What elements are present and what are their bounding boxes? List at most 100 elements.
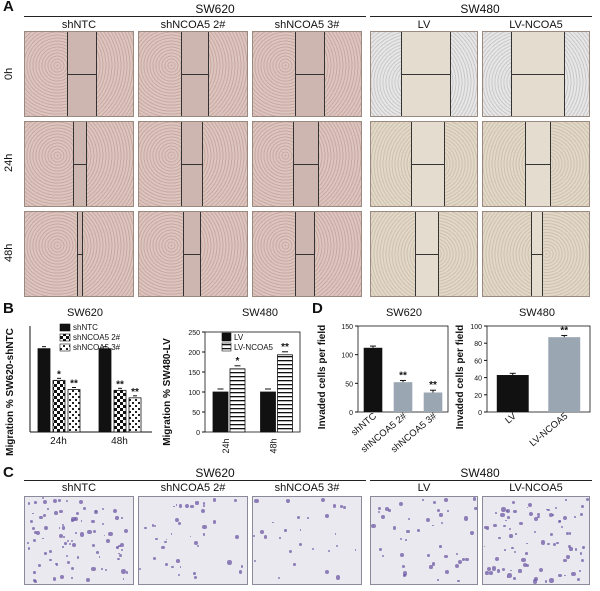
stained-cell [59, 509, 63, 514]
panel-a-col-shncoa5-3: shNCOA5 3# [274, 19, 340, 31]
stained-cell [565, 499, 567, 501]
chart-b-sw480-legend-swatch [221, 332, 232, 342]
stained-cell [235, 534, 239, 539]
stained-cell [91, 566, 96, 572]
stained-cell [568, 545, 572, 548]
chart-d-sw620-y-tick: 100 [341, 353, 353, 360]
stained-cell [165, 562, 169, 566]
stained-cell [152, 556, 156, 560]
stained-cell [115, 516, 119, 520]
stained-cell [32, 578, 36, 582]
stained-cell [212, 498, 217, 502]
stained-cell [457, 559, 462, 564]
stained-cell [402, 571, 407, 576]
stained-cell [513, 550, 516, 553]
stained-cell [189, 535, 192, 538]
stained-cell [63, 536, 66, 538]
panel-a-col-shncoa5-2: shNCOA5 2# [160, 19, 226, 31]
stained-cell [288, 549, 293, 554]
stained-cell [400, 552, 404, 557]
stained-cell [184, 504, 189, 509]
stained-cell [343, 505, 346, 509]
stained-cell [263, 535, 268, 539]
stained-cell [33, 530, 38, 535]
stained-cell [296, 515, 300, 519]
stained-cell [30, 520, 34, 524]
invasion-image-sw620-shncoa5-2 [138, 496, 248, 585]
micrograph-sw480-lv-ncoa5-0h [482, 31, 590, 117]
stained-cell [65, 499, 68, 502]
micrograph-sw620-shncoa5-3-24h [252, 121, 362, 207]
chart-d-sw620-y-tick: 150 [341, 324, 353, 331]
stained-cell [151, 524, 154, 527]
panel-a-group-title-sw480: SW480 [460, 2, 500, 16]
stained-cell [534, 517, 539, 521]
stained-cell [42, 497, 45, 499]
micrograph-sw480-lv-ncoa5-24h [482, 121, 590, 207]
stained-cell [41, 537, 44, 540]
stained-cell [31, 526, 35, 530]
chart-b-sw480-y-tick: 150 [188, 370, 200, 377]
stained-cell [392, 526, 397, 530]
stained-cell [118, 552, 121, 555]
chart-d-sw480-y-tick: 40 [474, 376, 482, 383]
stained-cell [52, 499, 57, 504]
stained-cell [472, 497, 477, 502]
stained-cell [95, 551, 99, 555]
panel-letter-c: C [3, 464, 14, 481]
chart-d-sw620-sig-label: ** [399, 370, 407, 381]
stained-cell [123, 529, 128, 534]
stained-cell [117, 544, 121, 548]
stained-cell [144, 526, 147, 529]
stained-cell [378, 510, 381, 513]
stained-cell [474, 506, 477, 511]
stained-cell [408, 518, 411, 520]
chart-b-sw620-bar [37, 348, 51, 433]
chart-b-sw480-x-tick: 48h [269, 438, 279, 453]
chart-b-sw480-y-tick: 0 [196, 430, 200, 437]
stained-cell [87, 530, 92, 535]
micrograph-sw620-shncoa5-3-48h [252, 211, 362, 297]
stained-cell [401, 565, 405, 569]
chart-b-sw620-sig-label: ** [70, 379, 78, 390]
stained-cell [489, 571, 493, 575]
stained-cell [558, 519, 562, 523]
micrograph-sw480-lv-48h [370, 211, 478, 297]
stained-cell [119, 553, 123, 557]
chart-b-sw620-legend-label: shNTC [73, 323, 98, 332]
stained-cell [502, 567, 506, 571]
panel-c-group-title-sw480: SW480 [460, 466, 500, 480]
stained-cell [444, 555, 448, 559]
chart-d-sw620-y-tick: 50 [345, 381, 353, 388]
chart-b-sw620-legend-label: shNCOA5 2# [73, 333, 121, 342]
panel-c-group-title-sw620: SW620 [195, 466, 235, 480]
stained-cell [336, 575, 341, 580]
chart-d-sw480-bar [496, 375, 529, 412]
stained-cell [485, 571, 489, 576]
stained-cell [61, 526, 66, 531]
chart-d-sw480-bar [548, 337, 581, 412]
stained-cell [33, 571, 36, 574]
invasion-image-sw620-shncoa5-3 [252, 496, 362, 585]
stained-cell [125, 571, 129, 575]
stained-cell [506, 509, 508, 512]
chart-d-sw620-title: SW620 [386, 307, 422, 319]
stained-cell [553, 542, 557, 546]
stained-cell [437, 579, 440, 581]
chart-b-sw480-legend-label: LV-NCOA5 [234, 343, 274, 352]
stained-cell [227, 560, 232, 565]
panel-c-col-shntc: shNTC [61, 482, 97, 494]
stained-cell [501, 507, 506, 512]
stained-cell [522, 563, 527, 568]
stained-cell [171, 565, 175, 569]
panel-a-row-0h: 0h [3, 67, 15, 80]
stained-cell [212, 520, 217, 525]
chart-d-sw480-title: SW480 [519, 307, 555, 319]
stained-cell [42, 500, 47, 505]
chart-d-sw480-y-tick: 20 [474, 393, 482, 400]
panel-c-col-lv-ncoa5: LV-NCOA5 [509, 482, 563, 494]
chart-b-sw620-sig-label: ** [131, 387, 139, 398]
stained-cell [455, 564, 460, 569]
stained-cell [271, 521, 274, 524]
stained-cell [432, 500, 437, 505]
